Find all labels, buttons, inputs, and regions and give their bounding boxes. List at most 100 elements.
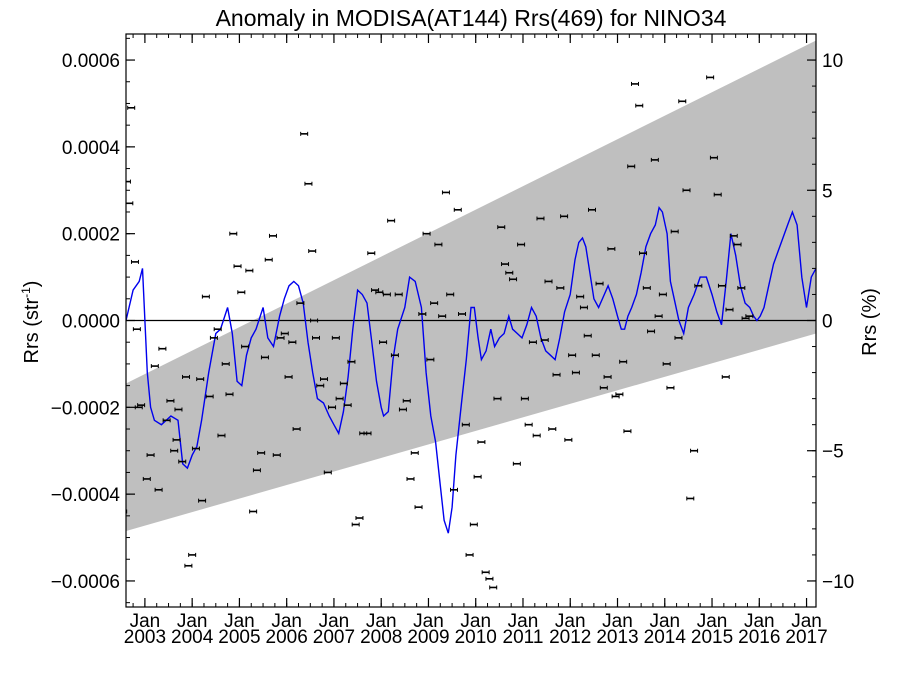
data-point (635, 103, 644, 108)
data-point (375, 290, 384, 295)
data-point (339, 381, 348, 386)
y-axis-right-label: Rrs (%) (859, 288, 881, 356)
data-point (674, 335, 683, 340)
data-point (615, 392, 624, 397)
data-point (390, 353, 399, 358)
x-tick-month-label: Jan (224, 611, 255, 632)
data-point (544, 279, 553, 284)
data-point (650, 157, 659, 162)
data-point (524, 422, 533, 427)
data-point (528, 340, 537, 345)
data-point (497, 225, 506, 230)
data-point (225, 392, 234, 397)
x-tick-month-label: Jan (744, 611, 775, 632)
y-right-tick-label: 10 (822, 51, 843, 72)
data-point (170, 448, 179, 453)
data-point (398, 407, 407, 412)
data-point (548, 427, 557, 432)
data-point (619, 359, 628, 364)
data-point (343, 403, 352, 408)
data-point (387, 218, 396, 223)
data-point (284, 374, 293, 379)
data-point (426, 357, 435, 362)
data-point (449, 487, 458, 492)
data-point (556, 285, 565, 290)
data-point (654, 314, 663, 319)
x-tick-month-label: Jan (508, 611, 539, 632)
y-axis-left-label-exponent: -1 (19, 287, 33, 298)
data-point (536, 216, 545, 221)
y-right-tick-label: 0 (822, 312, 833, 333)
data-point (126, 179, 131, 184)
data-point (182, 374, 191, 379)
data-point (126, 509, 128, 514)
anomaly-line (126, 205, 816, 534)
data-point (509, 277, 518, 282)
y-right-tick-label: −5 (822, 442, 844, 463)
y-left-tick-label: 0.0006 (62, 51, 120, 72)
data-point (481, 570, 490, 575)
x-tick-year-label: 2010 (455, 627, 497, 648)
data-point (252, 468, 261, 473)
data-point (201, 294, 210, 299)
x-tick-month-label: Jan (271, 611, 302, 632)
data-point (142, 476, 151, 481)
data-point (642, 285, 651, 290)
data-point (379, 340, 388, 345)
data-point (268, 233, 277, 238)
y-right-tick-label: 5 (822, 181, 833, 202)
data-point (520, 396, 529, 401)
data-point (229, 231, 238, 236)
data-point (469, 522, 478, 527)
x-tick-year-label: 2016 (738, 627, 780, 648)
data-point (505, 270, 514, 275)
data-point (690, 448, 699, 453)
x-tick-month-label: Jan (602, 611, 633, 632)
x-tick-month-label: Jan (791, 611, 822, 632)
data-point (311, 335, 320, 340)
data-point (607, 246, 616, 251)
data-point (280, 331, 289, 336)
data-point (394, 292, 403, 297)
confidence-band (126, 40, 816, 532)
data-point (174, 407, 183, 412)
data-point (127, 105, 136, 110)
data-point (146, 453, 155, 458)
data-point (196, 377, 205, 382)
data-point (276, 335, 285, 340)
data-point (465, 552, 474, 557)
data-point (694, 283, 703, 288)
data-point (402, 398, 411, 403)
y-left-tick-label: −0.0006 (51, 572, 120, 593)
data-point (678, 99, 687, 104)
data-point (709, 155, 718, 160)
data-point (647, 329, 656, 334)
data-point (706, 75, 715, 80)
data-point (414, 505, 423, 510)
confidence-band-area (126, 40, 816, 532)
data-point (249, 509, 258, 514)
data-point (233, 264, 242, 269)
data-point (347, 359, 356, 364)
x-tick-month-label: Jan (555, 611, 586, 632)
data-point (272, 453, 281, 458)
x-tick-month-label: Jan (366, 611, 397, 632)
data-point (458, 311, 467, 316)
data-point (532, 433, 541, 438)
data-point (501, 262, 510, 267)
data-point (560, 214, 569, 219)
anomaly-line-series (126, 205, 816, 534)
data-point (308, 249, 317, 254)
data-point (438, 314, 447, 319)
x-tick-year-label: 2009 (407, 627, 449, 648)
data-point (662, 361, 671, 366)
x-tick-year-label: 2017 (785, 627, 827, 648)
data-point (485, 576, 494, 581)
data-point (461, 422, 470, 427)
data-point (473, 474, 482, 479)
data-point (599, 385, 608, 390)
data-point (493, 396, 502, 401)
data-point (296, 301, 305, 306)
data-point (564, 437, 573, 442)
